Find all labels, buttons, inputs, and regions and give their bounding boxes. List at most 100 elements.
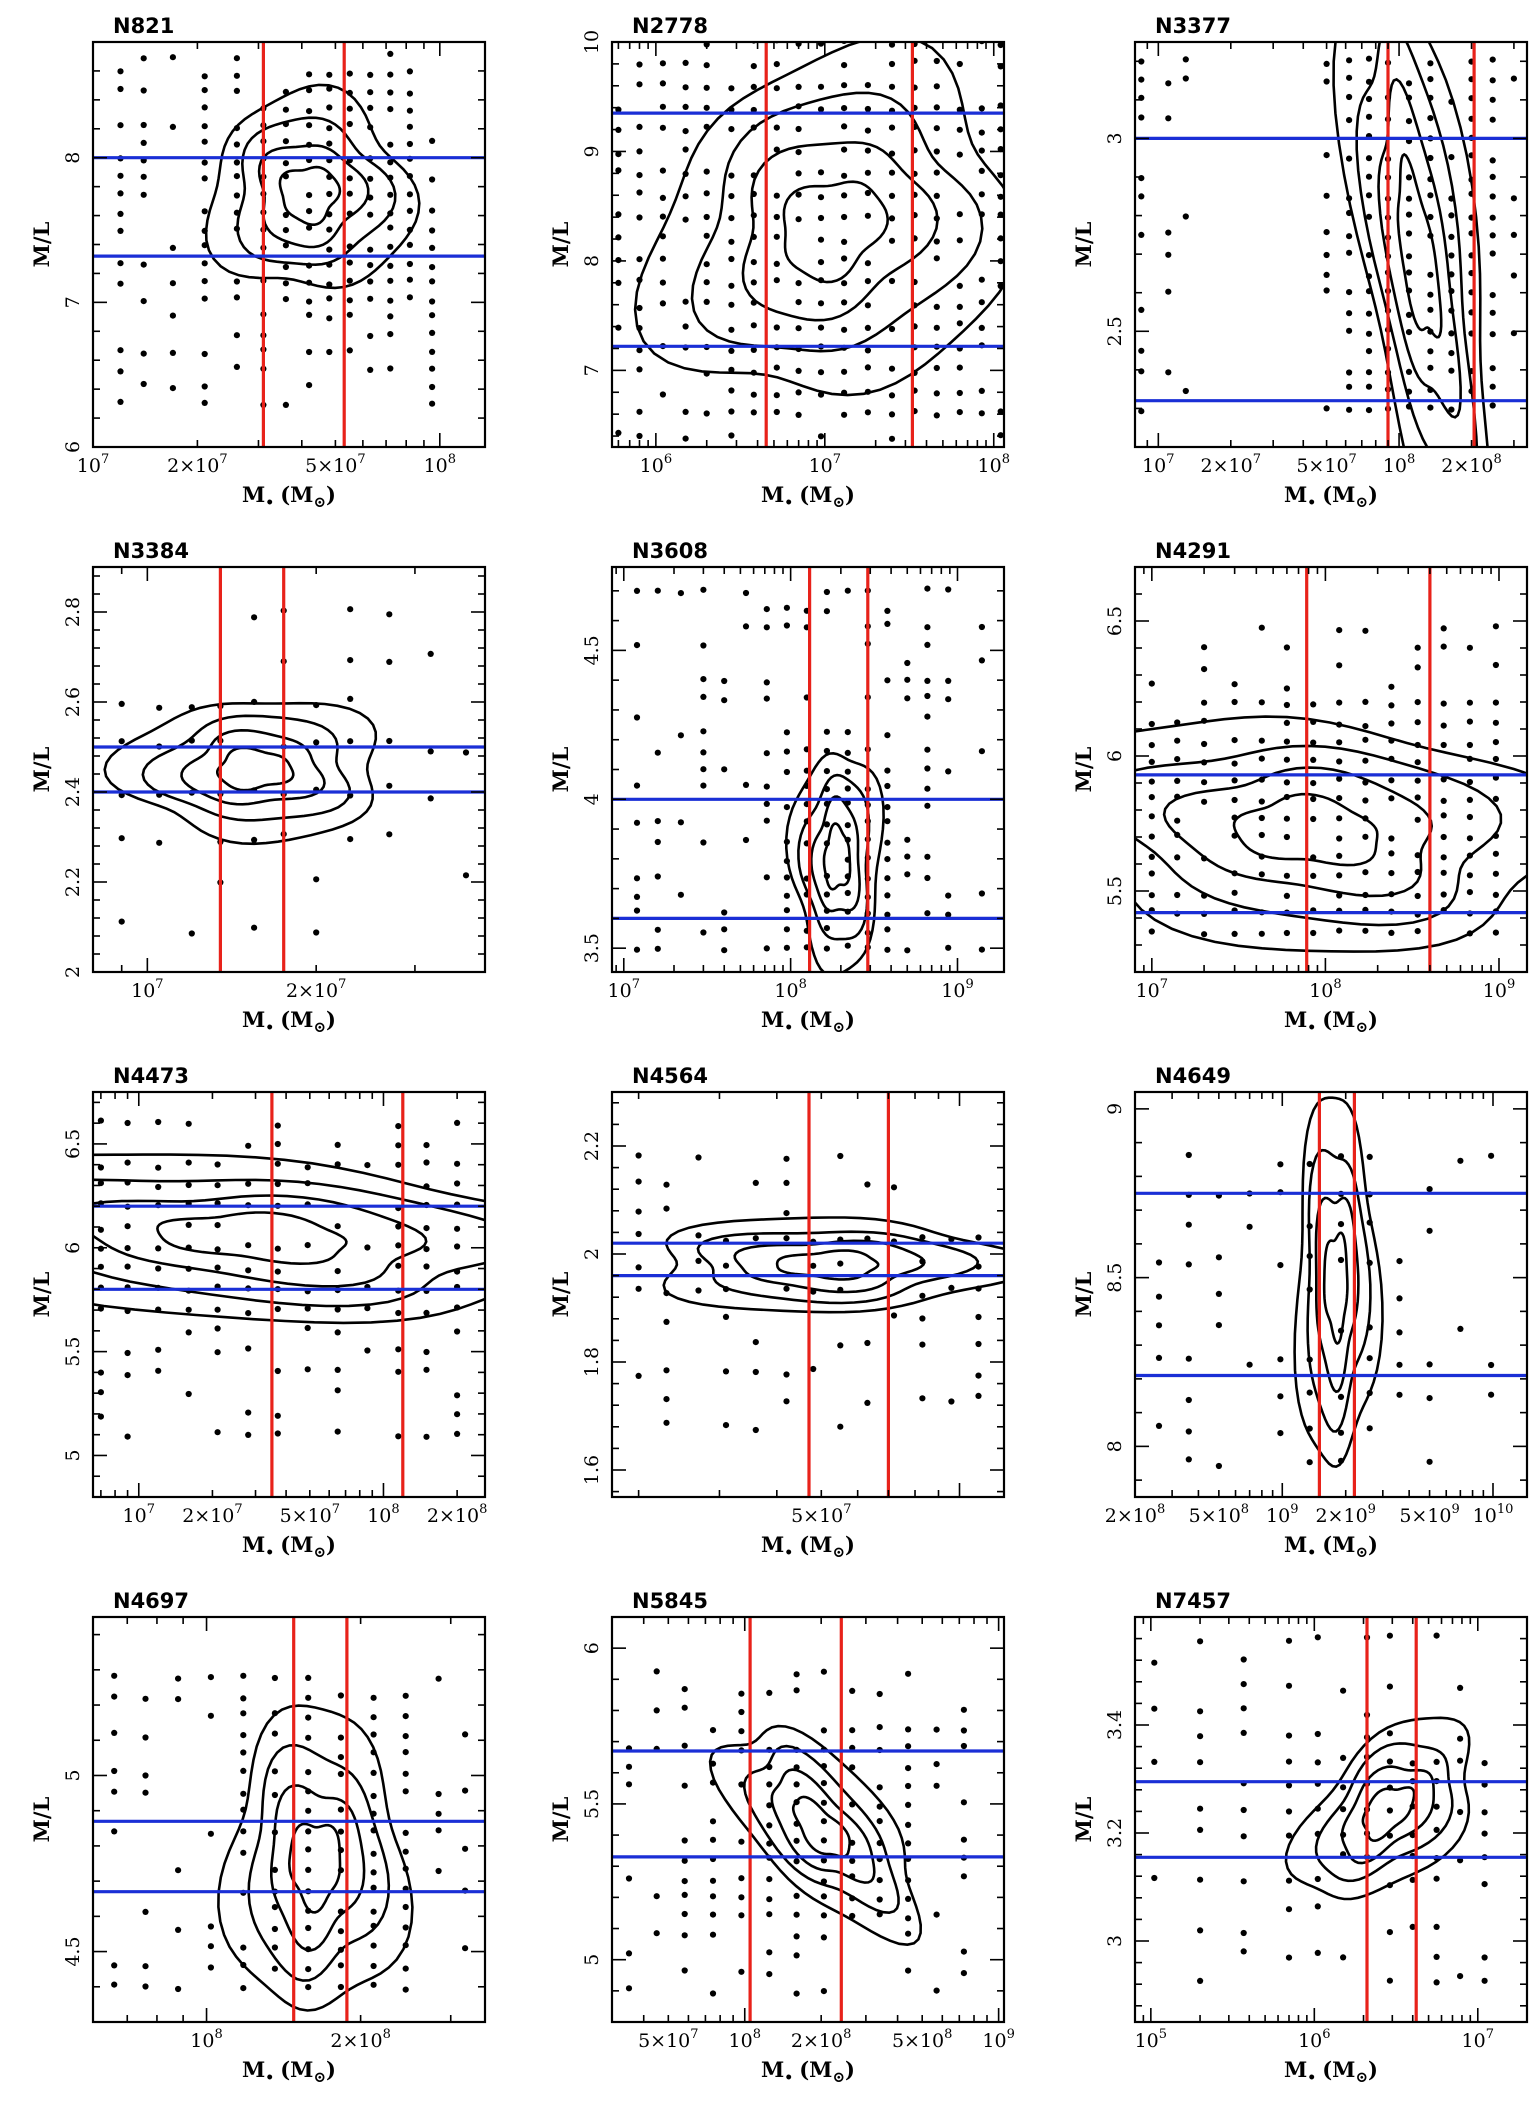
grid-point <box>817 236 825 243</box>
grid-point <box>960 1873 968 1880</box>
grid-point <box>347 606 354 613</box>
grid-point <box>1365 310 1373 317</box>
grid-point <box>240 1672 247 1679</box>
grid-point <box>306 208 313 215</box>
grid-point <box>864 189 872 197</box>
grid-point <box>978 191 985 198</box>
grid-point <box>305 1674 312 1681</box>
y-axis: 5 5.5 6 6.5 <box>62 1101 485 1498</box>
grid-point <box>728 172 735 179</box>
grid-point <box>681 1837 688 1844</box>
grid-point <box>1197 1977 1204 1984</box>
grid-point <box>1365 407 1373 414</box>
grid-point <box>677 891 685 898</box>
grid-point <box>682 59 689 66</box>
grid-point <box>795 216 802 223</box>
grid-point <box>1336 892 1343 899</box>
grid-point <box>709 1818 717 1825</box>
grid-point <box>1481 1881 1488 1888</box>
y-tick-label: 1.6 <box>581 1455 603 1485</box>
grid-point <box>1231 889 1238 896</box>
grid-point <box>633 893 641 901</box>
grid-point <box>1285 1732 1293 1739</box>
grid-point <box>960 1706 968 1713</box>
grid-point <box>1365 113 1373 120</box>
x-axis-label: M• (M⊙) <box>761 1532 855 1561</box>
grid-point <box>386 658 393 666</box>
grid-point <box>1414 719 1421 726</box>
grid-point <box>1466 778 1473 786</box>
grid-point <box>1151 1659 1158 1666</box>
grid-point <box>890 1312 898 1319</box>
grid-point <box>750 83 757 90</box>
grid-point <box>185 1329 192 1336</box>
grid-point <box>274 1430 281 1437</box>
grid-point <box>1258 871 1265 878</box>
grid-point <box>1277 1161 1284 1168</box>
grid-point <box>370 1884 377 1891</box>
grid-point <box>1386 1977 1393 1984</box>
grid-point <box>1414 928 1421 935</box>
x-tick-label: 107 <box>809 452 841 477</box>
contour-level-4 <box>633 42 1004 397</box>
grid-point <box>124 1159 131 1166</box>
grid-point <box>904 836 911 843</box>
grid-point <box>633 782 641 789</box>
grid-point <box>169 54 176 61</box>
grid-point <box>326 295 333 302</box>
grid-point <box>346 175 353 182</box>
grid-point <box>783 907 791 914</box>
x-axis: 107 2×107 <box>92 567 486 1002</box>
grid-point <box>169 280 176 287</box>
grid-point <box>888 42 896 48</box>
grid-point <box>956 126 963 133</box>
grid-point <box>1231 930 1238 938</box>
grid-point <box>1396 1258 1403 1265</box>
grid-point <box>663 1367 670 1374</box>
contour-level-1 <box>156 1211 348 1266</box>
grid-point <box>387 262 394 269</box>
grid-point <box>364 1305 371 1312</box>
grid-point <box>1448 367 1455 374</box>
grid-point <box>201 159 208 166</box>
grid-point <box>1283 833 1290 841</box>
grid-point <box>849 1857 856 1864</box>
grid-point <box>370 1731 377 1738</box>
grid-point <box>117 210 124 217</box>
grid-point <box>738 1690 745 1697</box>
grid-point <box>659 80 667 87</box>
grid-point <box>1148 813 1155 820</box>
grid-point <box>185 1120 192 1127</box>
grid-point <box>155 1367 162 1374</box>
grid-point <box>1489 383 1496 390</box>
grid-point <box>636 256 643 263</box>
model-grid-dots <box>111 1672 469 1993</box>
grid-point <box>728 255 735 263</box>
grid-point <box>304 1242 311 1249</box>
grid-point <box>1448 212 1455 219</box>
model-grid-dots <box>633 585 986 954</box>
grid-point <box>346 347 353 354</box>
grid-point <box>1386 1730 1393 1737</box>
grid-point <box>305 1966 312 1973</box>
grid-point <box>919 1234 926 1241</box>
grid-point <box>140 121 147 129</box>
grid-point <box>1457 1325 1464 1332</box>
grid-point <box>1466 889 1473 896</box>
x-axis-label: M• (M⊙) <box>1284 1532 1378 1561</box>
grid-point <box>169 244 176 251</box>
y-axis: 88.59 <box>1104 1103 1527 1481</box>
grid-point <box>654 945 661 952</box>
grid-point <box>326 315 333 322</box>
grid-point <box>763 874 770 881</box>
grid-point <box>1310 756 1317 764</box>
grid-point <box>823 768 831 775</box>
grid-point <box>454 1430 461 1437</box>
grid-point <box>773 213 780 221</box>
grid-point <box>454 1328 461 1335</box>
grid-point <box>750 279 757 286</box>
grid-point <box>997 432 1004 439</box>
contour-level-4 <box>93 1153 485 1325</box>
grid-point <box>888 435 896 442</box>
grid-point <box>978 410 985 417</box>
